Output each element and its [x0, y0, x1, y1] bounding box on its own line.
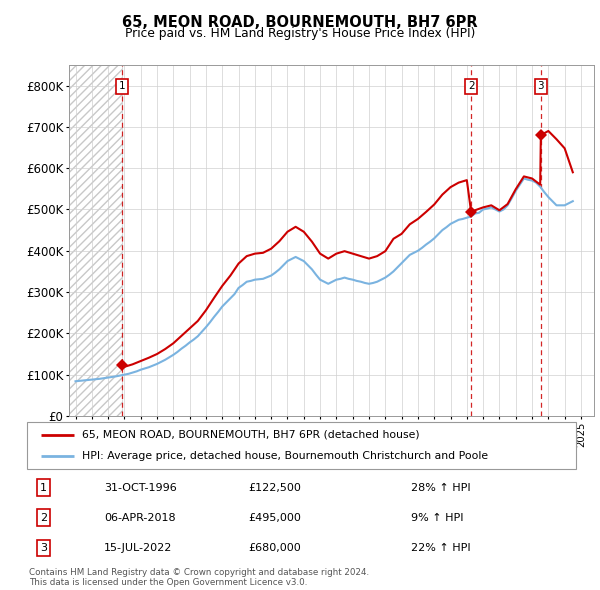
Text: 3: 3 — [40, 543, 47, 553]
Text: 9% ↑ HPI: 9% ↑ HPI — [412, 513, 464, 523]
Text: 06-APR-2018: 06-APR-2018 — [104, 513, 175, 523]
Text: 65, MEON ROAD, BOURNEMOUTH, BH7 6PR: 65, MEON ROAD, BOURNEMOUTH, BH7 6PR — [122, 15, 478, 30]
Text: 3: 3 — [538, 81, 544, 91]
Text: 28% ↑ HPI: 28% ↑ HPI — [412, 483, 471, 493]
Text: 2: 2 — [40, 513, 47, 523]
Text: £680,000: £680,000 — [249, 543, 302, 553]
Text: £495,000: £495,000 — [248, 513, 302, 523]
Text: 65, MEON ROAD, BOURNEMOUTH, BH7 6PR (detached house): 65, MEON ROAD, BOURNEMOUTH, BH7 6PR (det… — [82, 430, 419, 440]
Text: 1: 1 — [40, 483, 47, 493]
Text: 31-OCT-1996: 31-OCT-1996 — [104, 483, 176, 493]
Text: £122,500: £122,500 — [248, 483, 302, 493]
Text: 1: 1 — [118, 81, 125, 91]
Text: HPI: Average price, detached house, Bournemouth Christchurch and Poole: HPI: Average price, detached house, Bour… — [82, 451, 488, 461]
Text: Contains HM Land Registry data © Crown copyright and database right 2024.
This d: Contains HM Land Registry data © Crown c… — [29, 568, 369, 587]
Text: 2: 2 — [468, 81, 475, 91]
Text: Price paid vs. HM Land Registry's House Price Index (HPI): Price paid vs. HM Land Registry's House … — [125, 27, 475, 40]
Text: 22% ↑ HPI: 22% ↑ HPI — [412, 543, 471, 553]
Text: 15-JUL-2022: 15-JUL-2022 — [104, 543, 172, 553]
FancyBboxPatch shape — [27, 422, 576, 469]
